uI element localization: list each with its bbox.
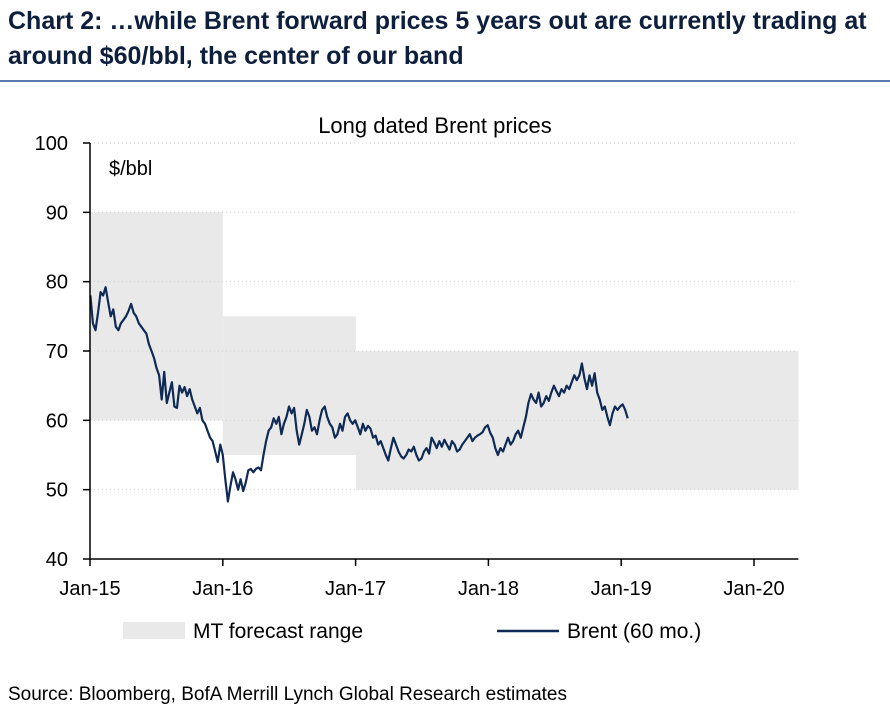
y-tick-label-90: 90 — [46, 202, 68, 224]
series-line-layer — [89, 286, 629, 503]
x-tick-label-Jan-17: Jan-17 — [325, 578, 386, 600]
y-tick-label-80: 80 — [46, 272, 68, 294]
chart-heading: Chart 2: …while Brent forward prices 5 y… — [8, 7, 867, 70]
y-tick-label-40: 40 — [46, 549, 68, 571]
x-tick-label-Jan-16: Jan-16 — [192, 578, 253, 600]
x-tick-label-Jan-19: Jan-19 — [591, 578, 652, 600]
legend-label-line: Brent (60 mo.) — [567, 620, 701, 643]
y-tick-label-50: 50 — [46, 480, 68, 502]
forecast-band-segment-2 — [222, 316, 356, 455]
source-note: Source: Bloomberg, BofA Merrill Lynch Gl… — [8, 684, 567, 705]
forecast-band-segment-1 — [90, 212, 223, 421]
legend-label-band: MT forecast range — [193, 620, 363, 643]
unit-label: $/bbl — [109, 158, 152, 180]
y-tick-label-60: 60 — [46, 410, 68, 432]
legend: MT forecast range Brent (60 mo.) — [123, 620, 701, 643]
brent-series-line — [89, 286, 629, 503]
x-tick-label-Jan-20: Jan-20 — [723, 578, 784, 600]
y-tick-label-100: 100 — [35, 133, 68, 155]
axes: 40 50 60 70 80 90 100 Jan-15 Jan-16 Jan-17 Jan-18 J… — [35, 133, 799, 600]
forecast-band-segment-3 — [355, 351, 799, 490]
x-tick-label-Jan-15: Jan-15 — [59, 578, 120, 600]
x-tick-label-Jan-18: Jan-18 — [458, 578, 519, 600]
chart-title: Long dated Brent prices — [318, 113, 552, 138]
legend-swatch-band — [123, 622, 185, 639]
forecast-band-layer — [90, 212, 799, 490]
header-divider — [0, 80, 890, 82]
y-tick-label-70: 70 — [46, 341, 68, 363]
